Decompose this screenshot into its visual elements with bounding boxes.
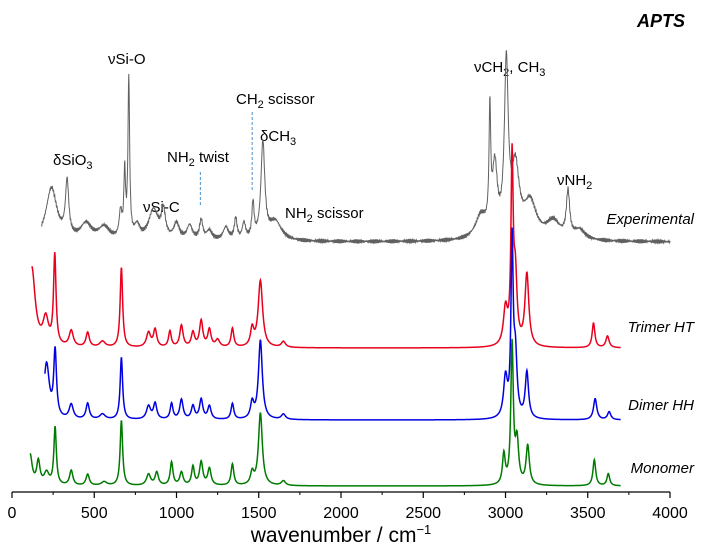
- x-tick-label: 0: [8, 505, 17, 522]
- x-tick-label: 3000: [488, 505, 524, 522]
- series-label-experimental: Experimental: [606, 211, 694, 228]
- annotation-dch3-greek: δ: [260, 128, 268, 145]
- chart-title: APTS: [636, 11, 685, 31]
- annotation-nusic-greek: ν: [143, 199, 151, 216]
- annotation-dsio3-greek: δ: [53, 152, 61, 169]
- annotation-dsio3-sub: 3: [86, 160, 92, 172]
- annotation-ch2scissor: CH2 scissor: [236, 91, 315, 111]
- annotation-nusio-greek: ν: [108, 51, 116, 68]
- annotation-dch3: δCH3: [260, 128, 296, 148]
- x-tick-label: 1500: [241, 505, 277, 522]
- annotation-nuch: νCH2, CH3: [474, 59, 545, 79]
- annotation-nusio-text: Si-O: [116, 51, 146, 68]
- annotation-nusic: νSi-C: [143, 199, 180, 216]
- annotation-nusio: νSi-O: [108, 51, 146, 68]
- annotation-dsio3: δSiO3: [53, 152, 93, 172]
- annotation-nh2scissor-post: scissor: [313, 205, 364, 222]
- annotation-nunh2-sub: 2: [586, 180, 592, 192]
- annotation-nh2twist: NH2 twist: [167, 149, 230, 169]
- annotation-nuch-sub2: 3: [539, 67, 545, 79]
- annotation-dsio3-text: SiO: [61, 152, 86, 169]
- annotation-dch3-sub: 3: [290, 136, 296, 148]
- series-experimental: [41, 49, 671, 245]
- annotation-nh2twist-pre: NH: [167, 149, 189, 166]
- series-monomer: [29, 338, 621, 487]
- x-tick-label: 500: [81, 505, 108, 522]
- x-tick-label: 2500: [405, 505, 441, 522]
- annotation-nh2scissor-pre: NH: [285, 205, 307, 222]
- annotation-dch3-text: CH: [268, 128, 290, 145]
- annotation-nh2scissor: NH2 scissor: [285, 205, 364, 225]
- annotation-nuch-sub: 2: [503, 67, 509, 79]
- annotation-nuch-pre: CH: [482, 59, 504, 76]
- series-labels: Experimental Trimer HT Dimer HH Monomer: [606, 211, 695, 477]
- annotation-nunh2: νNH2: [557, 172, 592, 192]
- x-ticks: 0 500 1000 1500 2000 2500 3000 3500 4000: [8, 492, 688, 522]
- annotation-ch2scissor-post: scissor: [264, 91, 315, 108]
- series-label-trimer-ht: Trimer HT: [628, 319, 696, 336]
- x-axis-label: wavenumber / cm−1: [250, 522, 432, 547]
- series-trimer-ht: [31, 143, 621, 349]
- annotation-nunh2-greek: ν: [557, 172, 565, 189]
- annotation-nuch-greek: ν: [474, 59, 482, 76]
- x-axis-label-text: wavenumber / cm: [250, 524, 417, 547]
- annotation-ch2scissor-pre: CH: [236, 91, 258, 108]
- annotation-nusic-text: Si-C: [151, 199, 180, 216]
- x-axis-label-superscript: −1: [416, 522, 431, 537]
- annotation-nunh2-text: NH: [565, 172, 587, 189]
- series-layer: [29, 49, 671, 487]
- x-tick-label: 1000: [159, 505, 195, 522]
- x-tick-label: 2000: [323, 505, 359, 522]
- annotation-nh2scissor-sub: 2: [307, 213, 313, 225]
- annotation-nh2twist-post: twist: [195, 149, 230, 166]
- x-tick-label: 4000: [652, 505, 688, 522]
- annotation-ch2scissor-sub: 2: [258, 99, 264, 111]
- annotation-nh2twist-sub: 2: [189, 157, 195, 169]
- series-label-monomer: Monomer: [631, 460, 695, 477]
- series-dimer-hh: [44, 227, 621, 421]
- series-label-dimer-hh: Dimer HH: [628, 397, 694, 414]
- x-tick-label: 3500: [570, 505, 606, 522]
- annotation-nuch-post: , CH: [509, 59, 539, 76]
- x-axis: 0 500 1000 1500 2000 2500 3000 3500 4000: [8, 491, 688, 522]
